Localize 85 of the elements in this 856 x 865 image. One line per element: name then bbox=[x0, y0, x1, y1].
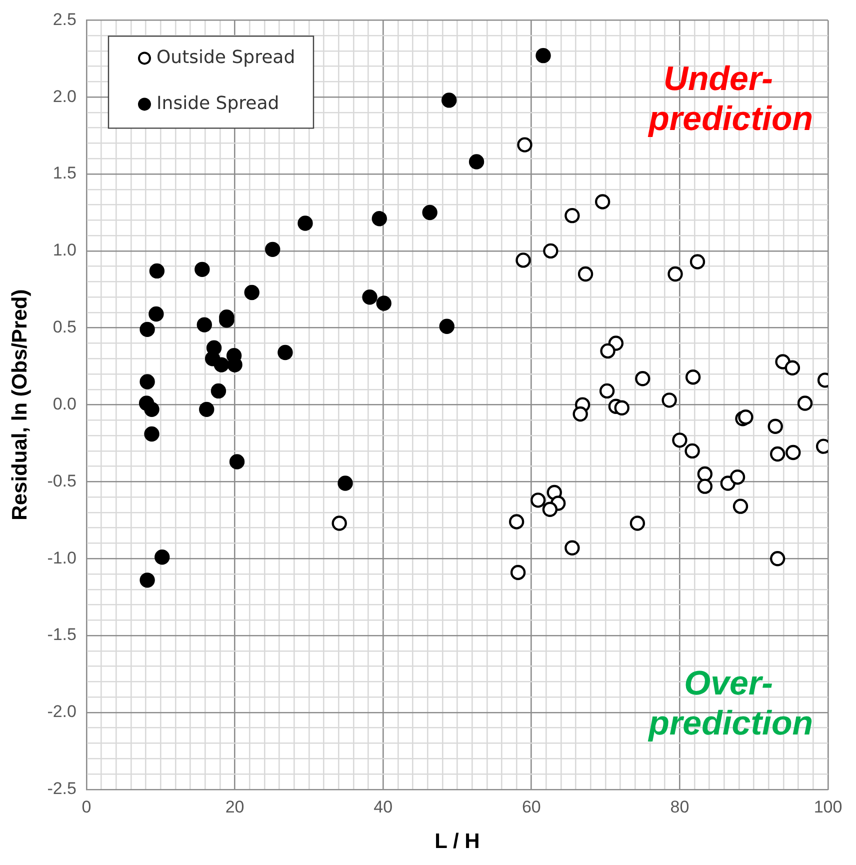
point bbox=[668, 266, 683, 282]
point bbox=[697, 466, 713, 482]
y-tick-label: -1.5 bbox=[47, 625, 76, 644]
point bbox=[697, 478, 713, 494]
point bbox=[148, 306, 164, 322]
point bbox=[517, 137, 532, 152]
annotation: Under- prediction bbox=[648, 60, 813, 138]
y-tick-label: 0.5 bbox=[52, 318, 76, 337]
point bbox=[441, 92, 457, 108]
point bbox=[376, 296, 392, 311]
point bbox=[298, 216, 313, 231]
y-tick-label: 2.5 bbox=[52, 10, 76, 29]
x-tick-label: 60 bbox=[522, 797, 541, 816]
point bbox=[278, 344, 293, 360]
x-tick-label: 40 bbox=[374, 797, 393, 816]
x-tick-label: 0 bbox=[82, 797, 92, 816]
legend-label: Inside Spread bbox=[156, 92, 280, 114]
y-tick-label: -0.5 bbox=[47, 471, 76, 490]
point bbox=[149, 263, 165, 279]
point bbox=[685, 370, 701, 385]
point bbox=[797, 396, 813, 411]
point bbox=[468, 154, 484, 170]
point bbox=[684, 443, 700, 459]
point bbox=[265, 242, 280, 258]
legend-label: Outside Spread bbox=[156, 46, 296, 68]
point bbox=[635, 371, 650, 386]
annotation: Over- prediction bbox=[648, 664, 813, 742]
point bbox=[690, 254, 706, 270]
point bbox=[144, 402, 160, 418]
point bbox=[140, 572, 155, 588]
point bbox=[422, 204, 438, 220]
point bbox=[662, 392, 677, 408]
x-tick-label: 80 bbox=[670, 797, 690, 816]
y-tick-label: -2.5 bbox=[47, 779, 76, 798]
point bbox=[372, 211, 387, 226]
point bbox=[786, 444, 801, 460]
point bbox=[672, 432, 688, 448]
point bbox=[516, 252, 531, 268]
point bbox=[210, 383, 226, 399]
point bbox=[542, 502, 558, 518]
point bbox=[229, 454, 245, 470]
point bbox=[564, 540, 580, 556]
y-tick-label: 0.0 bbox=[52, 394, 76, 414]
point bbox=[332, 516, 347, 531]
x-tick-label: 100 bbox=[814, 797, 842, 816]
point bbox=[614, 400, 630, 416]
point bbox=[599, 383, 615, 399]
point bbox=[508, 514, 524, 530]
point bbox=[770, 551, 786, 566]
point bbox=[572, 406, 588, 422]
point bbox=[578, 266, 594, 282]
point bbox=[510, 564, 526, 580]
point bbox=[199, 402, 214, 418]
point bbox=[244, 284, 260, 300]
point bbox=[144, 426, 160, 442]
y-axis-title: Residual, ln (Obs/Pred) bbox=[8, 289, 32, 520]
point bbox=[530, 492, 546, 508]
point bbox=[214, 357, 230, 372]
point bbox=[564, 208, 580, 224]
point bbox=[140, 322, 155, 338]
point bbox=[770, 446, 786, 462]
point bbox=[140, 374, 155, 390]
point bbox=[730, 470, 746, 485]
point bbox=[543, 243, 558, 259]
point bbox=[154, 550, 170, 565]
point bbox=[196, 317, 212, 332]
point bbox=[768, 418, 783, 434]
y-tick-label: 1.5 bbox=[52, 164, 76, 183]
point bbox=[630, 516, 646, 531]
point bbox=[732, 498, 748, 514]
y-tick-label: -1.0 bbox=[47, 548, 76, 568]
point bbox=[536, 48, 551, 64]
x-axis-title: L / H bbox=[434, 830, 480, 854]
y-tick-label: 1.0 bbox=[52, 240, 76, 260]
point bbox=[738, 410, 754, 425]
point bbox=[784, 360, 800, 376]
y-tick-label: 2.0 bbox=[52, 86, 76, 106]
x-tick-label: 20 bbox=[225, 797, 244, 816]
point bbox=[194, 262, 210, 278]
point bbox=[594, 194, 610, 210]
point bbox=[600, 343, 616, 359]
y-tick-label: -2.0 bbox=[47, 702, 76, 722]
point bbox=[362, 290, 378, 305]
point bbox=[439, 318, 454, 334]
point bbox=[338, 476, 353, 491]
